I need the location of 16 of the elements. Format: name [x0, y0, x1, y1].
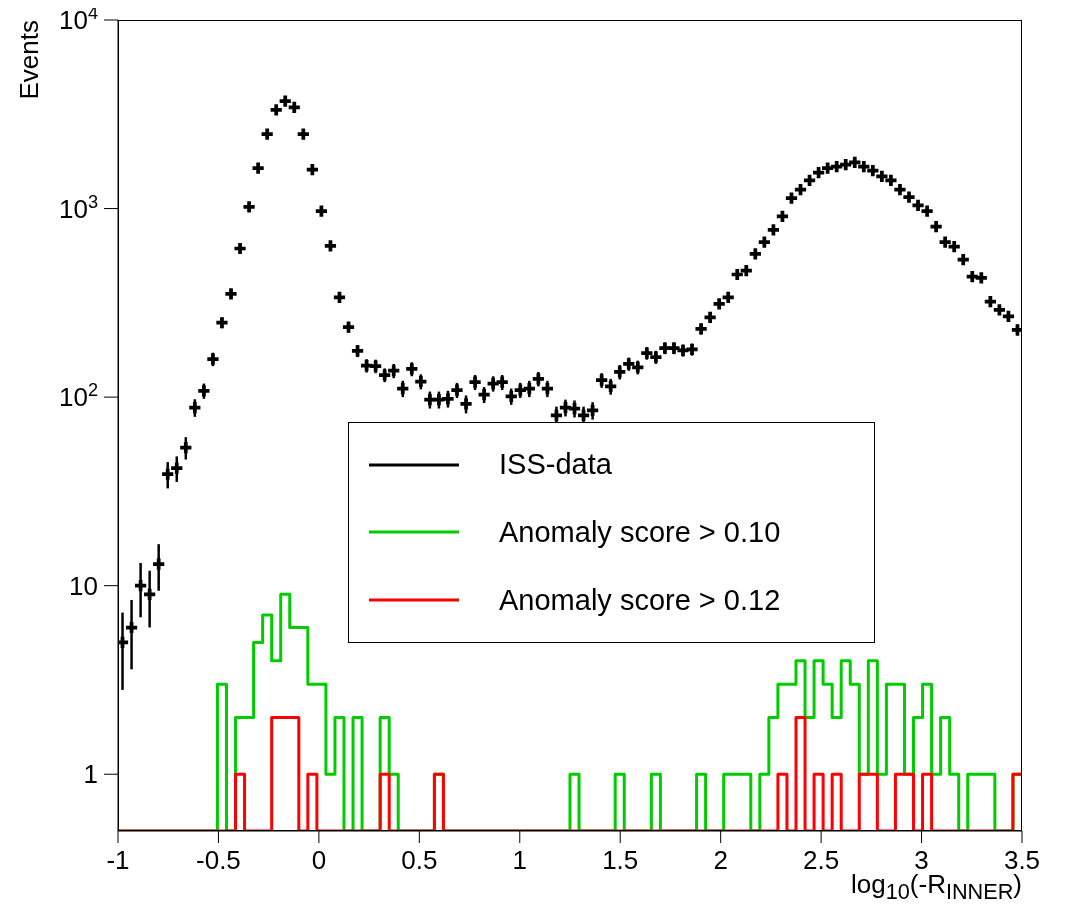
x-tick-label: 0 — [311, 845, 327, 875]
x-tick-label: 0.5 — [401, 845, 438, 875]
x-tick-label: 1.5 — [602, 845, 639, 875]
x-tick-label: -1 — [106, 845, 130, 875]
y-tick-label: 10$^{2}$ — [58, 380, 98, 413]
legend-label: Anomaly score > 0.12 — [499, 583, 781, 617]
legend-label: Anomaly score > 0.10 — [499, 515, 781, 549]
x-tick-label: -0.5 — [196, 845, 241, 875]
y-axis-title: Events — [14, 20, 44, 100]
x-tick-label: 1 — [512, 845, 528, 875]
x-tick-label: 2.5 — [803, 845, 840, 875]
legend-label: ISS-data — [499, 448, 612, 482]
y-tick-label: 10 — [69, 570, 98, 601]
y-tick-label: 1 — [83, 759, 98, 790]
y-tick-label: 10$^{3}$ — [58, 191, 98, 224]
x-tick-label: 2 — [713, 845, 728, 875]
